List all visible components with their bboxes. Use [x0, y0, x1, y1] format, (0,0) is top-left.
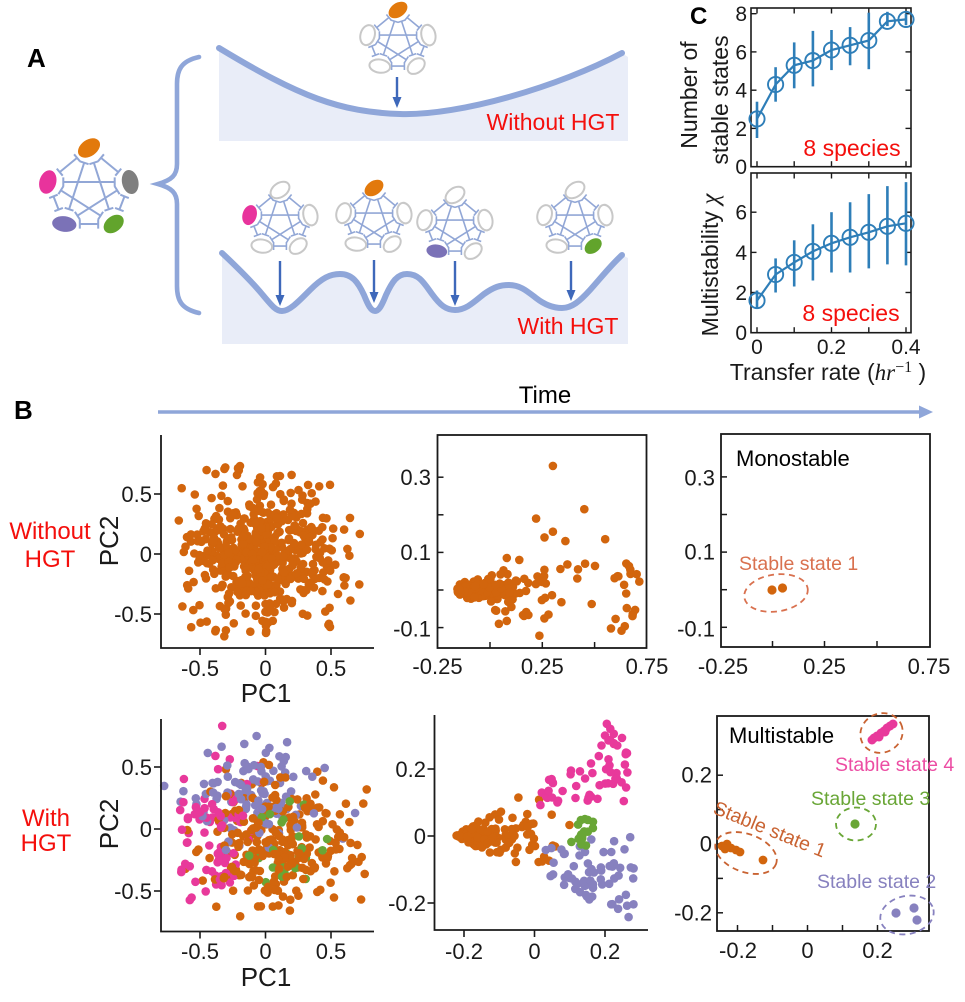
svg-text:0.4: 0.4: [891, 336, 921, 359]
svg-text:A: A: [27, 43, 46, 73]
svg-text:Time: Time: [519, 382, 571, 409]
svg-text:0.75: 0.75: [626, 654, 669, 679]
svg-text:-0.5: -0.5: [114, 602, 152, 627]
svg-text:Number of: Number of: [676, 41, 702, 149]
svg-text:-0.25: -0.25: [412, 654, 462, 679]
svg-text:-0.25: -0.25: [698, 654, 748, 679]
svg-text:Monostable: Monostable: [736, 446, 850, 471]
svg-text:Stable state 1: Stable state 1: [739, 553, 858, 575]
svg-text:2: 2: [735, 282, 747, 305]
svg-text:PC1: PC1: [241, 678, 292, 708]
svg-text:PC1: PC1: [241, 962, 292, 992]
svg-text:Without: Without: [9, 518, 91, 545]
svg-text:stable states: stable states: [707, 35, 733, 164]
svg-text:Stable state 2: Stable state 2: [817, 871, 936, 893]
svg-text:0: 0: [140, 542, 152, 567]
svg-text:0: 0: [700, 832, 712, 857]
svg-text:HGT: HGT: [25, 546, 76, 573]
svg-text:Multistable: Multistable: [729, 723, 834, 748]
svg-text:6: 6: [735, 41, 747, 64]
svg-text:8 species: 8 species: [802, 300, 899, 326]
svg-text:0: 0: [140, 817, 152, 842]
svg-text:0.2: 0.2: [817, 336, 846, 359]
svg-text:0.25: 0.25: [521, 654, 564, 679]
svg-text:C: C: [690, 3, 707, 30]
svg-text:4: 4: [735, 242, 747, 265]
svg-text:0.2: 0.2: [862, 938, 893, 963]
svg-text:0.2: 0.2: [681, 763, 712, 788]
svg-text:0: 0: [735, 156, 747, 179]
svg-text:6: 6: [735, 202, 747, 225]
svg-text:-0.5: -0.5: [114, 879, 152, 904]
svg-text:4: 4: [735, 80, 747, 103]
svg-text:-0.2: -0.2: [719, 938, 757, 963]
svg-text:Transfer rate (hr−1 ): Transfer rate (hr−1 ): [730, 359, 926, 386]
svg-text:-0.5: -0.5: [181, 656, 219, 681]
svg-text:0.3: 0.3: [684, 466, 715, 491]
svg-text:-0.2: -0.2: [388, 891, 426, 916]
svg-text:-0.2: -0.2: [674, 901, 712, 926]
svg-text:0.5: 0.5: [316, 656, 347, 681]
svg-text:0.5: 0.5: [121, 755, 152, 780]
svg-text:8: 8: [735, 3, 747, 26]
svg-text:0.3: 0.3: [400, 465, 431, 490]
svg-text:Stable state 3: Stable state 3: [811, 788, 930, 810]
svg-text:Stable state 4: Stable state 4: [835, 754, 954, 776]
svg-text:With: With: [22, 805, 70, 832]
svg-text:PC2: PC2: [94, 799, 124, 850]
svg-text:0.1: 0.1: [684, 540, 715, 565]
svg-text:0.1: 0.1: [400, 540, 431, 565]
svg-text:With HGT: With HGT: [518, 313, 619, 339]
svg-text:0.2: 0.2: [590, 939, 621, 964]
svg-text:0.25: 0.25: [803, 654, 846, 679]
svg-text:-0.5: -0.5: [181, 939, 219, 964]
svg-text:-0.2: -0.2: [445, 939, 483, 964]
svg-text:Multistability χ: Multistability χ: [697, 193, 724, 337]
svg-text:0: 0: [259, 656, 271, 681]
svg-text:HGT: HGT: [21, 830, 72, 857]
svg-text:Without HGT: Without HGT: [487, 109, 620, 135]
svg-text:0: 0: [414, 824, 426, 849]
svg-text:2: 2: [735, 118, 747, 141]
svg-text:-0.1: -0.1: [677, 617, 715, 642]
svg-text:0: 0: [735, 322, 747, 345]
svg-text:0: 0: [528, 939, 540, 964]
svg-text:-0.1: -0.1: [393, 617, 431, 642]
svg-text:0: 0: [259, 939, 271, 964]
svg-text:0: 0: [801, 938, 813, 963]
svg-text:0.75: 0.75: [908, 654, 951, 679]
svg-text:0: 0: [751, 336, 763, 359]
svg-text:8 species: 8 species: [803, 135, 900, 161]
svg-text:0.5: 0.5: [316, 939, 347, 964]
svg-text:B: B: [14, 395, 33, 425]
svg-text:0.2: 0.2: [395, 757, 426, 782]
svg-text:PC2: PC2: [94, 516, 124, 567]
svg-text:0.5: 0.5: [121, 482, 152, 507]
